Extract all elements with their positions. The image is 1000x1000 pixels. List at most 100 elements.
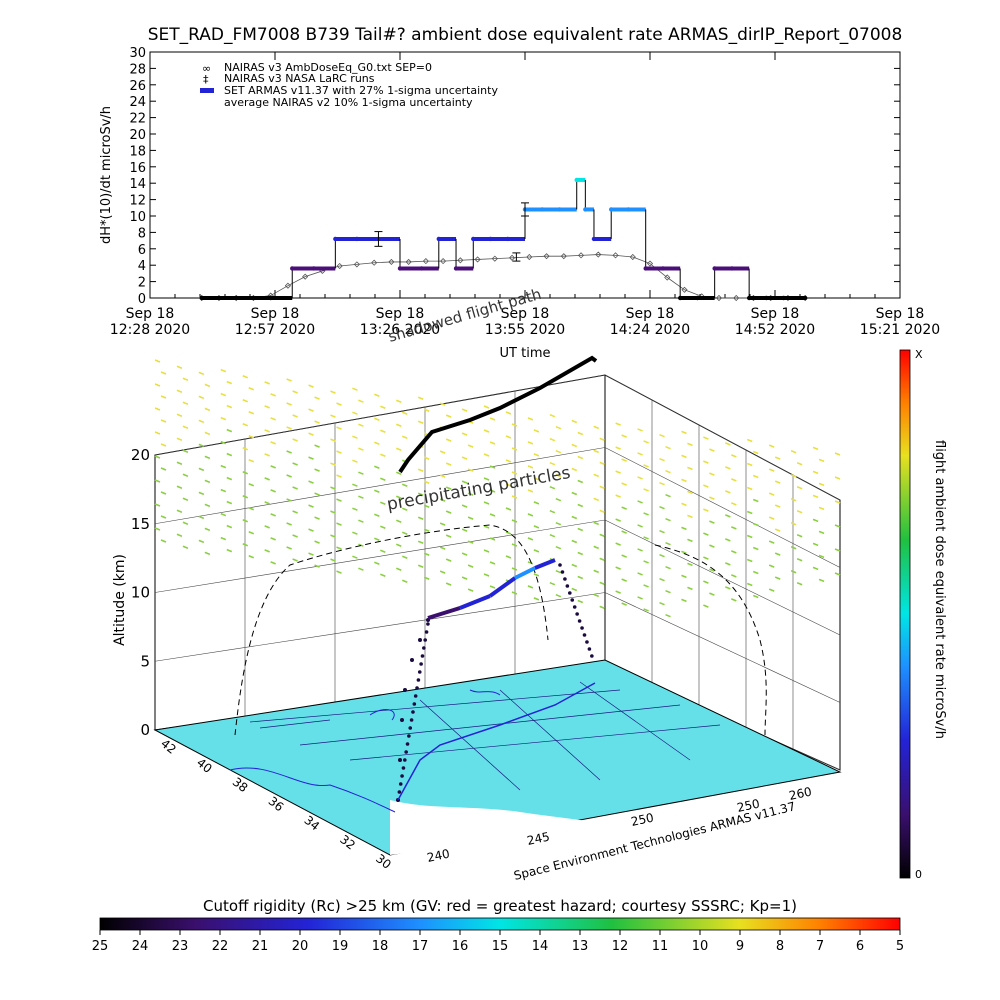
particle-mark bbox=[615, 446, 621, 450]
particle-mark bbox=[681, 526, 687, 531]
particle-mark bbox=[818, 530, 825, 535]
rigidity-ticks: 25 24 23 22 21 20 19 18 17 16 15 14 13 12 11 10 9 8 7 6 5 bbox=[92, 930, 904, 954]
particle-mark bbox=[308, 384, 314, 388]
legend-entry-2: NAIRAS v3 NASA LaRC runs bbox=[224, 72, 375, 85]
rigidity-tick-label: 24 bbox=[132, 939, 149, 954]
longitude-tick-label: 240 bbox=[426, 846, 451, 864]
particle-mark bbox=[461, 576, 468, 580]
particle-mark bbox=[643, 584, 649, 588]
particle-mark bbox=[160, 443, 167, 447]
legend-entry-3: SET ARMAS v11.37 with 27% 1-sigma uncert… bbox=[224, 84, 498, 97]
particle-mark bbox=[182, 449, 189, 453]
armas-point bbox=[199, 295, 204, 301]
particle-mark bbox=[160, 467, 167, 471]
particle-mark bbox=[182, 377, 189, 381]
particle-mark bbox=[511, 543, 518, 547]
grid-line bbox=[604, 592, 841, 703]
flight-point bbox=[565, 584, 570, 588]
particle-mark bbox=[401, 507, 408, 511]
particle-mark bbox=[395, 471, 402, 475]
particle-mark bbox=[731, 574, 737, 578]
flight-point bbox=[398, 782, 403, 786]
particle-mark bbox=[577, 575, 584, 580]
particle-mark bbox=[330, 558, 336, 562]
particle-mark bbox=[768, 444, 775, 448]
particle-mark bbox=[571, 443, 578, 448]
particle-mark bbox=[571, 515, 578, 520]
nairas-point bbox=[733, 294, 740, 302]
land-region bbox=[390, 800, 640, 855]
armas-point bbox=[583, 207, 588, 212]
particle-mark bbox=[746, 486, 753, 491]
particle-mark bbox=[643, 488, 649, 492]
flight-point bbox=[416, 678, 421, 682]
legend-symbol-2: ‡ bbox=[203, 73, 209, 86]
particle-mark bbox=[621, 578, 627, 582]
particle-mark bbox=[577, 479, 584, 484]
particle-mark bbox=[286, 426, 292, 430]
flight-point bbox=[417, 670, 422, 674]
particle-mark bbox=[286, 522, 292, 526]
particle-mark bbox=[308, 456, 314, 460]
particle-mark bbox=[220, 368, 227, 373]
particle-mark bbox=[790, 546, 797, 550]
particle-mark bbox=[643, 464, 649, 468]
particle-mark bbox=[725, 490, 731, 494]
dose-colorbar-top: X bbox=[915, 348, 923, 361]
flight-point bbox=[405, 742, 410, 746]
particle-mark bbox=[380, 573, 386, 577]
flight-point bbox=[568, 591, 572, 595]
particle-mark bbox=[774, 552, 781, 556]
y-tick-label: 0 bbox=[138, 292, 146, 307]
armas-point bbox=[488, 236, 493, 242]
particle-mark bbox=[489, 465, 496, 469]
x-tick-label-time: 13:26 2020 bbox=[360, 322, 440, 338]
particle-mark bbox=[270, 513, 276, 517]
shadowed-flight-path bbox=[398, 355, 598, 474]
particle-mark bbox=[330, 390, 336, 394]
particle-mark bbox=[593, 569, 600, 574]
particle-mark bbox=[445, 486, 452, 490]
particle-mark bbox=[549, 533, 556, 538]
particle-mark bbox=[818, 578, 825, 583]
particle-mark bbox=[445, 534, 452, 538]
particle-mark bbox=[665, 493, 671, 498]
armas-point bbox=[290, 266, 295, 271]
particle-mark bbox=[709, 544, 715, 548]
particle-mark bbox=[637, 452, 643, 456]
particle-mark bbox=[264, 549, 270, 553]
particle-mark bbox=[593, 521, 600, 526]
altitude-ticks: 0 5 10 15 20 bbox=[131, 446, 150, 739]
particle-mark bbox=[709, 520, 715, 524]
rigidity-tick-label: 9 bbox=[736, 939, 744, 954]
particle-mark bbox=[352, 483, 358, 487]
particle-mark bbox=[380, 525, 386, 529]
particle-mark bbox=[401, 555, 408, 559]
grid-line bbox=[154, 447, 606, 525]
particle-mark bbox=[220, 536, 227, 541]
particle-mark bbox=[461, 408, 468, 412]
particle-mark bbox=[352, 459, 358, 463]
particle-mark bbox=[182, 545, 189, 549]
y-tick-label: 12 bbox=[129, 194, 146, 209]
particle-mark bbox=[796, 486, 803, 490]
particle-mark bbox=[380, 453, 386, 457]
dose-colorbar: X 0 flight ambient dose equivalent rate … bbox=[899, 348, 947, 881]
particle-mark bbox=[461, 432, 468, 436]
particle-mark bbox=[423, 480, 430, 484]
particle-mark bbox=[154, 455, 161, 459]
legend-symbol-1: ∞ bbox=[202, 62, 211, 75]
particle-mark bbox=[439, 570, 446, 574]
flight-point bbox=[415, 686, 419, 690]
particle-mark bbox=[709, 496, 715, 500]
particle-mark bbox=[483, 573, 490, 577]
particle-mark bbox=[176, 437, 183, 441]
particle-mark bbox=[599, 485, 606, 490]
particle-mark bbox=[533, 549, 540, 553]
nairas-point bbox=[664, 274, 671, 281]
flight-track bbox=[396, 355, 598, 802]
x-tick-label-date: Sep 18 bbox=[626, 306, 675, 322]
particle-mark bbox=[160, 539, 167, 543]
particle-mark bbox=[489, 585, 496, 589]
particle-mark bbox=[774, 504, 781, 508]
